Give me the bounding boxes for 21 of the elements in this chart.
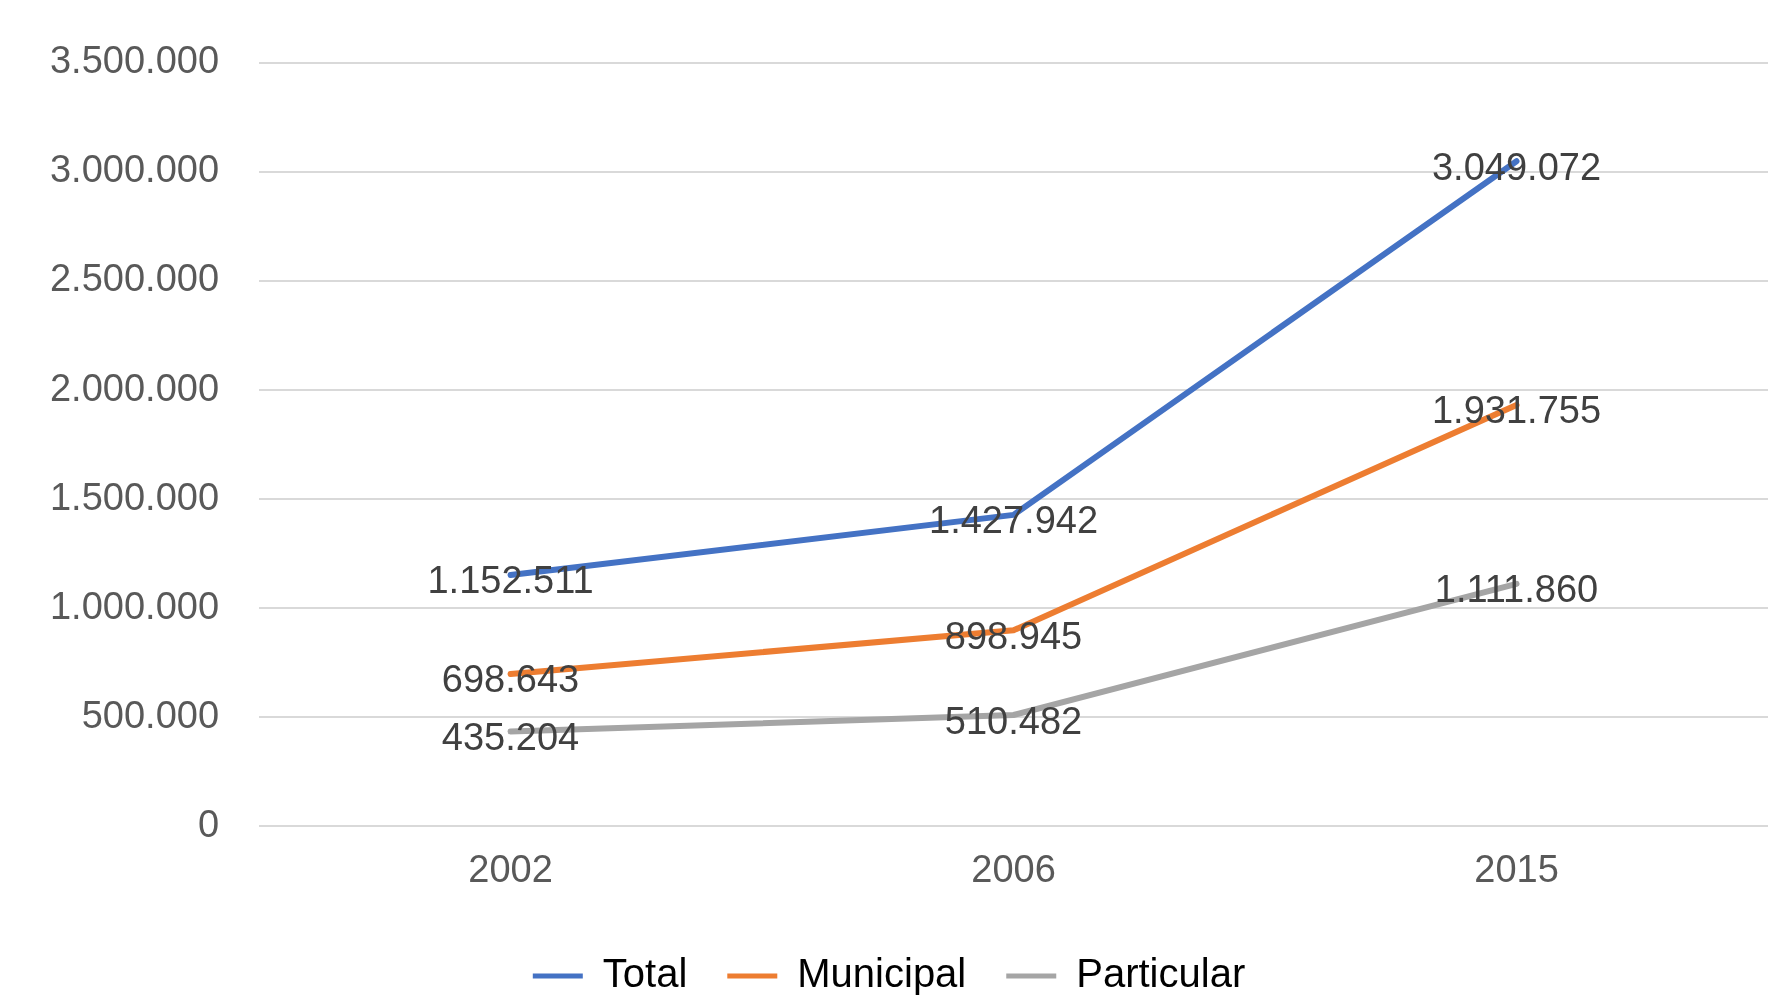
y-tick-label: 1.000.000 bbox=[49, 584, 220, 627]
data-label: 698.643 bbox=[441, 658, 580, 701]
legend-label: Total bbox=[602, 951, 688, 996]
legend-label: Particular bbox=[1076, 951, 1246, 996]
y-tick-label: 0 bbox=[197, 802, 220, 845]
data-label: 510.482 bbox=[944, 699, 1083, 742]
x-tick-label: 2002 bbox=[468, 847, 553, 890]
y-tick-label: 500.000 bbox=[81, 693, 220, 736]
x-tick-label: 2015 bbox=[1474, 847, 1559, 890]
y-tick-label: 2.500.000 bbox=[49, 257, 220, 300]
data-label: 435.204 bbox=[441, 715, 580, 758]
data-label: 1.427.942 bbox=[928, 499, 1099, 542]
data-label: 898.945 bbox=[944, 614, 1083, 657]
legend-label: Municipal bbox=[797, 951, 967, 996]
data-label: 1.152.511 bbox=[427, 559, 594, 602]
y-tick-label: 3.500.000 bbox=[49, 39, 220, 82]
x-tick-label: 2006 bbox=[971, 847, 1056, 890]
data-label: 1.111.860 bbox=[1434, 568, 1599, 611]
y-tick-label: 3.000.000 bbox=[49, 148, 220, 191]
y-tick-label: 2.000.000 bbox=[49, 366, 220, 409]
y-tick-label: 1.500.000 bbox=[49, 475, 220, 518]
